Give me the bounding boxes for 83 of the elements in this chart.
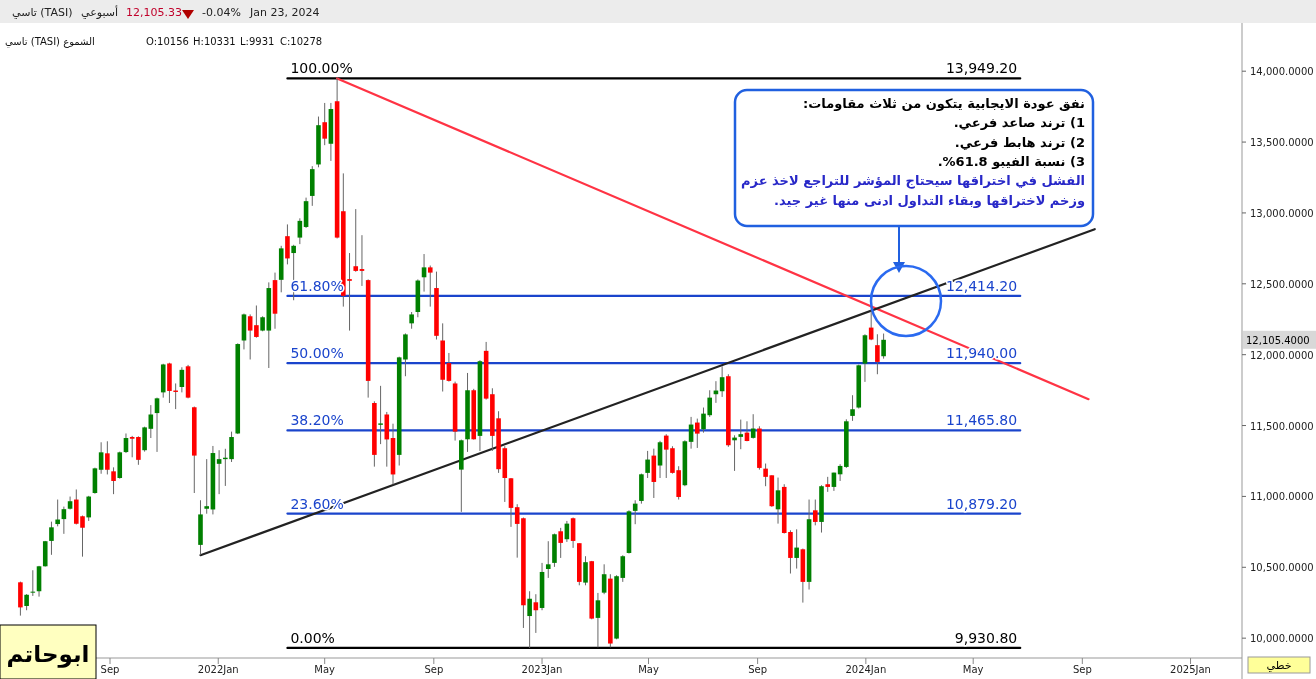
candlestick <box>148 404 154 439</box>
annotation: نفق عودة الايجابية يتكون من ثلاث مقاومات: <box>803 96 1085 111</box>
candlestick <box>812 499 818 526</box>
x-tick-label: Sep <box>100 664 120 675</box>
candlestick <box>129 435 135 458</box>
annotation: الفشل في اختراقها سيحتاج المؤشر للتراجع لاخذ عزم <box>741 173 1085 190</box>
candlestick <box>875 333 880 375</box>
annotation: 3) نسبة الفيبو 61.8%. <box>937 153 1085 169</box>
x-tick-label: 2023Jan <box>521 664 563 675</box>
annotation: ابوحاتم <box>6 641 90 668</box>
annotation: 50.00% <box>290 345 344 362</box>
candlestick <box>111 466 116 495</box>
annotation: وزخم لاختراقها وبقاء التداول ادنى منها غير جيد. <box>774 192 1085 208</box>
y-tick-label: 10,500.0000 <box>1250 562 1314 574</box>
y-tick-label: 12,000.0000 <box>1250 349 1314 361</box>
chart-subtitle: أسبوعي <box>81 5 119 19</box>
annotation: C:10278 <box>280 36 323 47</box>
candlestick <box>881 333 886 360</box>
y-tick-label: 11,500.0000 <box>1250 420 1314 432</box>
candlestick <box>353 208 359 273</box>
candlestick <box>136 435 141 466</box>
x-tick-label: May <box>314 664 336 675</box>
y-tick-label: 12,500.0000 <box>1250 278 1314 290</box>
candlestick <box>49 521 54 556</box>
x-tick-label: May <box>638 664 659 675</box>
candlestick <box>645 450 650 479</box>
candlestick <box>86 495 92 522</box>
candlestick <box>216 449 222 495</box>
candlestick <box>850 394 855 422</box>
annotation: 2) ترند هابط فرعي. <box>954 134 1085 150</box>
annotation: 11,465.80 <box>945 412 1018 429</box>
candlestick <box>285 223 290 265</box>
annotation: تاسي (TASI) الشموع <box>5 36 95 48</box>
y-tick-label: 11,000.0000 <box>1250 491 1314 503</box>
x-tick-label: Sep <box>1072 664 1092 675</box>
annotation: O:10156 <box>146 36 189 47</box>
candlestick <box>657 440 663 479</box>
candlestick <box>55 499 60 527</box>
text: 12,105.33 <box>126 6 182 19</box>
x-tick-label: Sep <box>748 664 768 675</box>
candlestick <box>738 419 744 450</box>
annotation: 9,930.80 <box>954 629 1018 646</box>
y-tick-label: 10,000.0000 <box>1250 633 1314 645</box>
annotation: 12,414.20 <box>945 277 1018 294</box>
candlestick <box>545 540 551 579</box>
annotation: 10,879.20 <box>945 495 1018 512</box>
annotation: 0.00% <box>290 629 335 646</box>
annotation: H:10331 <box>193 36 236 47</box>
x-tick-label: 2022Jan <box>197 664 239 675</box>
x-tick-label: May <box>962 664 984 675</box>
x-tick-label: Sep <box>424 664 444 675</box>
candlestick <box>254 304 259 339</box>
x-tick-label: 2025Jan <box>1170 664 1211 675</box>
annotation: 1) ترند صاعد فرعي. <box>953 115 1085 131</box>
candlestick <box>142 426 147 453</box>
x-tick-label: 2024Jan <box>845 664 887 675</box>
candlestick <box>359 234 365 287</box>
y-tick-label: 13,500.0000 <box>1250 137 1314 149</box>
y-tick-label: 14,000.0000 <box>1250 66 1314 78</box>
annotation: 38.20% <box>290 412 344 429</box>
candlestick <box>204 458 209 515</box>
candlestick <box>427 265 433 308</box>
text: خطي <box>1266 659 1292 672</box>
candlestick <box>558 527 563 559</box>
annotation: 13,949.20 <box>945 60 1018 77</box>
candlestick <box>322 102 327 146</box>
annotation: 23.60% <box>290 495 344 512</box>
candlestick <box>98 441 104 475</box>
candlestick <box>247 313 253 360</box>
annotation: L:9931 <box>240 36 275 47</box>
annotation: 100.00% <box>290 60 353 77</box>
text: Jan 23, 2024 <box>249 6 320 19</box>
candlestick <box>763 463 768 487</box>
candlestick <box>527 590 532 649</box>
candlestick <box>694 418 700 449</box>
candlestick <box>378 385 383 445</box>
candlestick <box>583 555 588 586</box>
text: -0.04% <box>202 6 241 19</box>
candlestick <box>794 528 799 570</box>
chart-title: تاسي (TASI) <box>12 6 73 19</box>
y-tick-label: 13,000.0000 <box>1250 207 1314 219</box>
candlestick <box>105 440 110 475</box>
text: 12,105.4000 <box>1246 334 1310 346</box>
